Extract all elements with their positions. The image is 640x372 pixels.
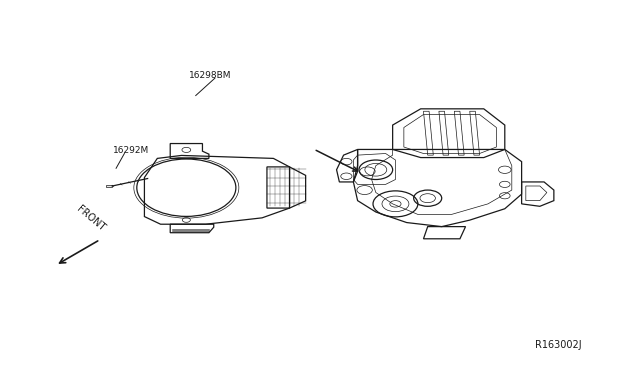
FancyBboxPatch shape: [106, 185, 112, 187]
Text: FRONT: FRONT: [75, 204, 107, 233]
Text: 16298BM: 16298BM: [189, 71, 232, 80]
Text: R163002J: R163002J: [534, 340, 581, 350]
Text: 16292M: 16292M: [113, 147, 149, 155]
